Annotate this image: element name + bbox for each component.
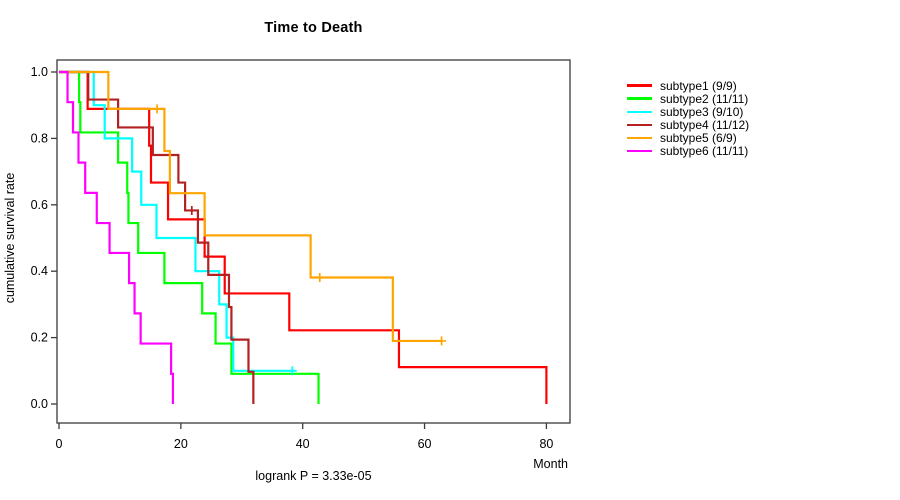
x-tick-label: 60 xyxy=(418,437,432,451)
plot-box xyxy=(56,59,571,424)
logrank-annotation: logrank P = 3.33e-05 xyxy=(255,469,372,483)
km-curve-subtype4 xyxy=(59,70,255,404)
legend-item-subtype5: subtype5 (6/9) xyxy=(627,130,749,145)
legend-label-subtype1: subtype1 (9/9) xyxy=(660,78,737,93)
x-tick-label: 80 xyxy=(539,437,553,451)
legend-label-subtype5: subtype5 (6/9) xyxy=(660,130,737,145)
x-tick-label: 20 xyxy=(174,437,188,451)
censor-mark xyxy=(152,104,162,114)
km-curve-subtype1 xyxy=(59,70,548,404)
x-axis-title: Month xyxy=(533,457,568,471)
y-tick-label: 0.0 xyxy=(31,397,48,411)
legend-swatch-subtype4 xyxy=(627,123,652,127)
y-tick-label: 0.2 xyxy=(31,331,48,345)
legend-swatch-subtype5 xyxy=(627,136,652,140)
legend-label-subtype6: subtype6 (11/11) xyxy=(660,144,749,159)
legend-label-subtype2: subtype2 (11/11) xyxy=(660,91,749,106)
km-curve-subtype5 xyxy=(59,70,442,343)
legend-label-subtype3: subtype3 (9/10) xyxy=(660,104,744,119)
km-curve-subtype6 xyxy=(59,70,175,404)
legend-swatch-subtype6 xyxy=(627,149,652,153)
legend-item-subtype2: subtype2 (11/11) xyxy=(627,91,749,106)
legend-swatch-subtype1 xyxy=(627,84,652,87)
chart-title: Time to Death xyxy=(264,20,363,36)
legend-swatch-subtype2 xyxy=(627,97,652,100)
censor-mark xyxy=(287,366,297,376)
legend-item-subtype3: subtype3 (9/10) xyxy=(627,104,749,119)
km-curve-subtype2 xyxy=(59,70,320,404)
legend-item-subtype6: subtype6 (11/11) xyxy=(627,144,749,159)
censor-mark xyxy=(315,273,325,283)
x-tick-label: 40 xyxy=(296,437,310,451)
legend: subtype1 (9/9) subtype2 (11/11) subtype3 (… xyxy=(627,79,749,158)
legend-swatch-subtype3 xyxy=(627,110,652,113)
x-tick-label: 0 xyxy=(56,437,63,451)
y-tick-label: 1.0 xyxy=(31,65,48,79)
censor-mark xyxy=(187,205,197,215)
legend-item-subtype4: subtype4 (11/12) xyxy=(627,117,750,132)
legend-label-subtype4: subtype4 (11/12) xyxy=(660,117,750,132)
y-axis-title: cumulative survival rate xyxy=(3,172,17,304)
km-curve-subtype3 xyxy=(59,70,296,372)
y-tick-label: 0.6 xyxy=(31,198,48,212)
y-tick-label: 0.8 xyxy=(31,131,48,145)
censor-mark xyxy=(437,336,447,346)
y-tick-label: 0.4 xyxy=(31,264,48,278)
legend-item-subtype1: subtype1 (9/9) xyxy=(627,78,749,93)
